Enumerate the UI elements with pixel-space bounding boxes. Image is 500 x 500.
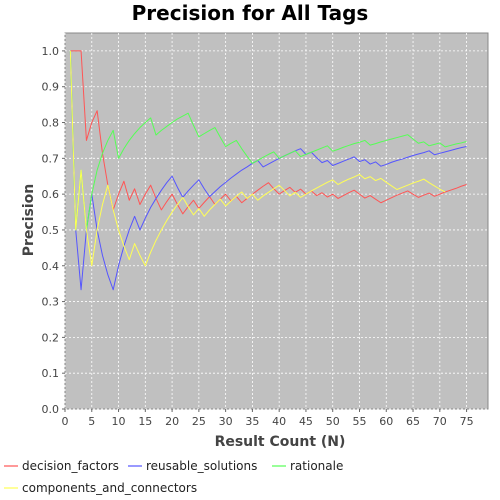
legend-item-rationale: rationale	[290, 459, 343, 473]
y-tick-label: 0.9	[42, 81, 60, 94]
y-tick-label: 0.3	[42, 296, 60, 309]
chart-title: Precision for All Tags	[132, 1, 369, 25]
series-lines	[69, 50, 467, 291]
y-tick-label: 0.8	[42, 117, 60, 130]
x-tick-label: 15	[138, 415, 152, 428]
legend-item-decision-factors: decision_factors	[22, 459, 119, 473]
y-tick-label: 0.2	[42, 331, 60, 344]
x-tick-label: 50	[326, 415, 340, 428]
series-line-reusable-solutions	[69, 50, 467, 291]
x-tick-labels: 0 5 10 15 20 25 30 35 40 45 50 55 60 65 70 75	[62, 415, 474, 428]
series-line-rationale	[69, 50, 467, 231]
x-tick-label: 45	[299, 415, 313, 428]
x-tick-label: 70	[433, 415, 447, 428]
x-tick-label: 10	[112, 415, 126, 428]
x-tick-label: 25	[192, 415, 206, 428]
y-tick-label: 0.1	[42, 367, 60, 380]
legend-item-components-and-connectors: components_and_connectors	[22, 481, 197, 495]
x-tick-label: 65	[406, 415, 420, 428]
series-line-decision-factors	[70, 50, 467, 215]
y-tick-label: 0.4	[42, 260, 60, 273]
y-tick-label: 0.7	[42, 152, 60, 165]
y-tick-label: 1.0	[42, 45, 60, 58]
y-axis-title: Precision	[21, 184, 37, 256]
legend-item-reusable-solutions: reusable_solutions	[146, 459, 257, 473]
grid-lines	[64, 33, 488, 410]
x-tick-label: 75	[460, 415, 474, 428]
x-tick-label: 5	[88, 415, 95, 428]
x-tick-label: 40	[272, 415, 286, 428]
x-tick-label: 0	[62, 415, 69, 428]
y-tick-label: 0.5	[42, 224, 60, 237]
y-tick-label: 0.0	[42, 403, 60, 416]
series-line-components-and-connectors	[69, 50, 446, 267]
plot-background	[64, 32, 489, 410]
x-tick-label: 55	[352, 415, 366, 428]
x-tick-label: 30	[219, 415, 233, 428]
legend: decision_factors reusable_solutions ration…	[4, 459, 343, 495]
axes	[62, 50, 468, 412]
x-tick-label: 60	[379, 415, 393, 428]
y-tick-labels: 0.0 0.1 0.2 0.3 0.4 0.5 0.6 0.7 0.8 0.9 1.0	[42, 45, 60, 416]
y-tick-label: 0.6	[42, 188, 60, 201]
x-tick-label: 35	[245, 415, 259, 428]
x-axis-title: Result Count (N)	[215, 434, 346, 450]
x-tick-label: 20	[165, 415, 179, 428]
